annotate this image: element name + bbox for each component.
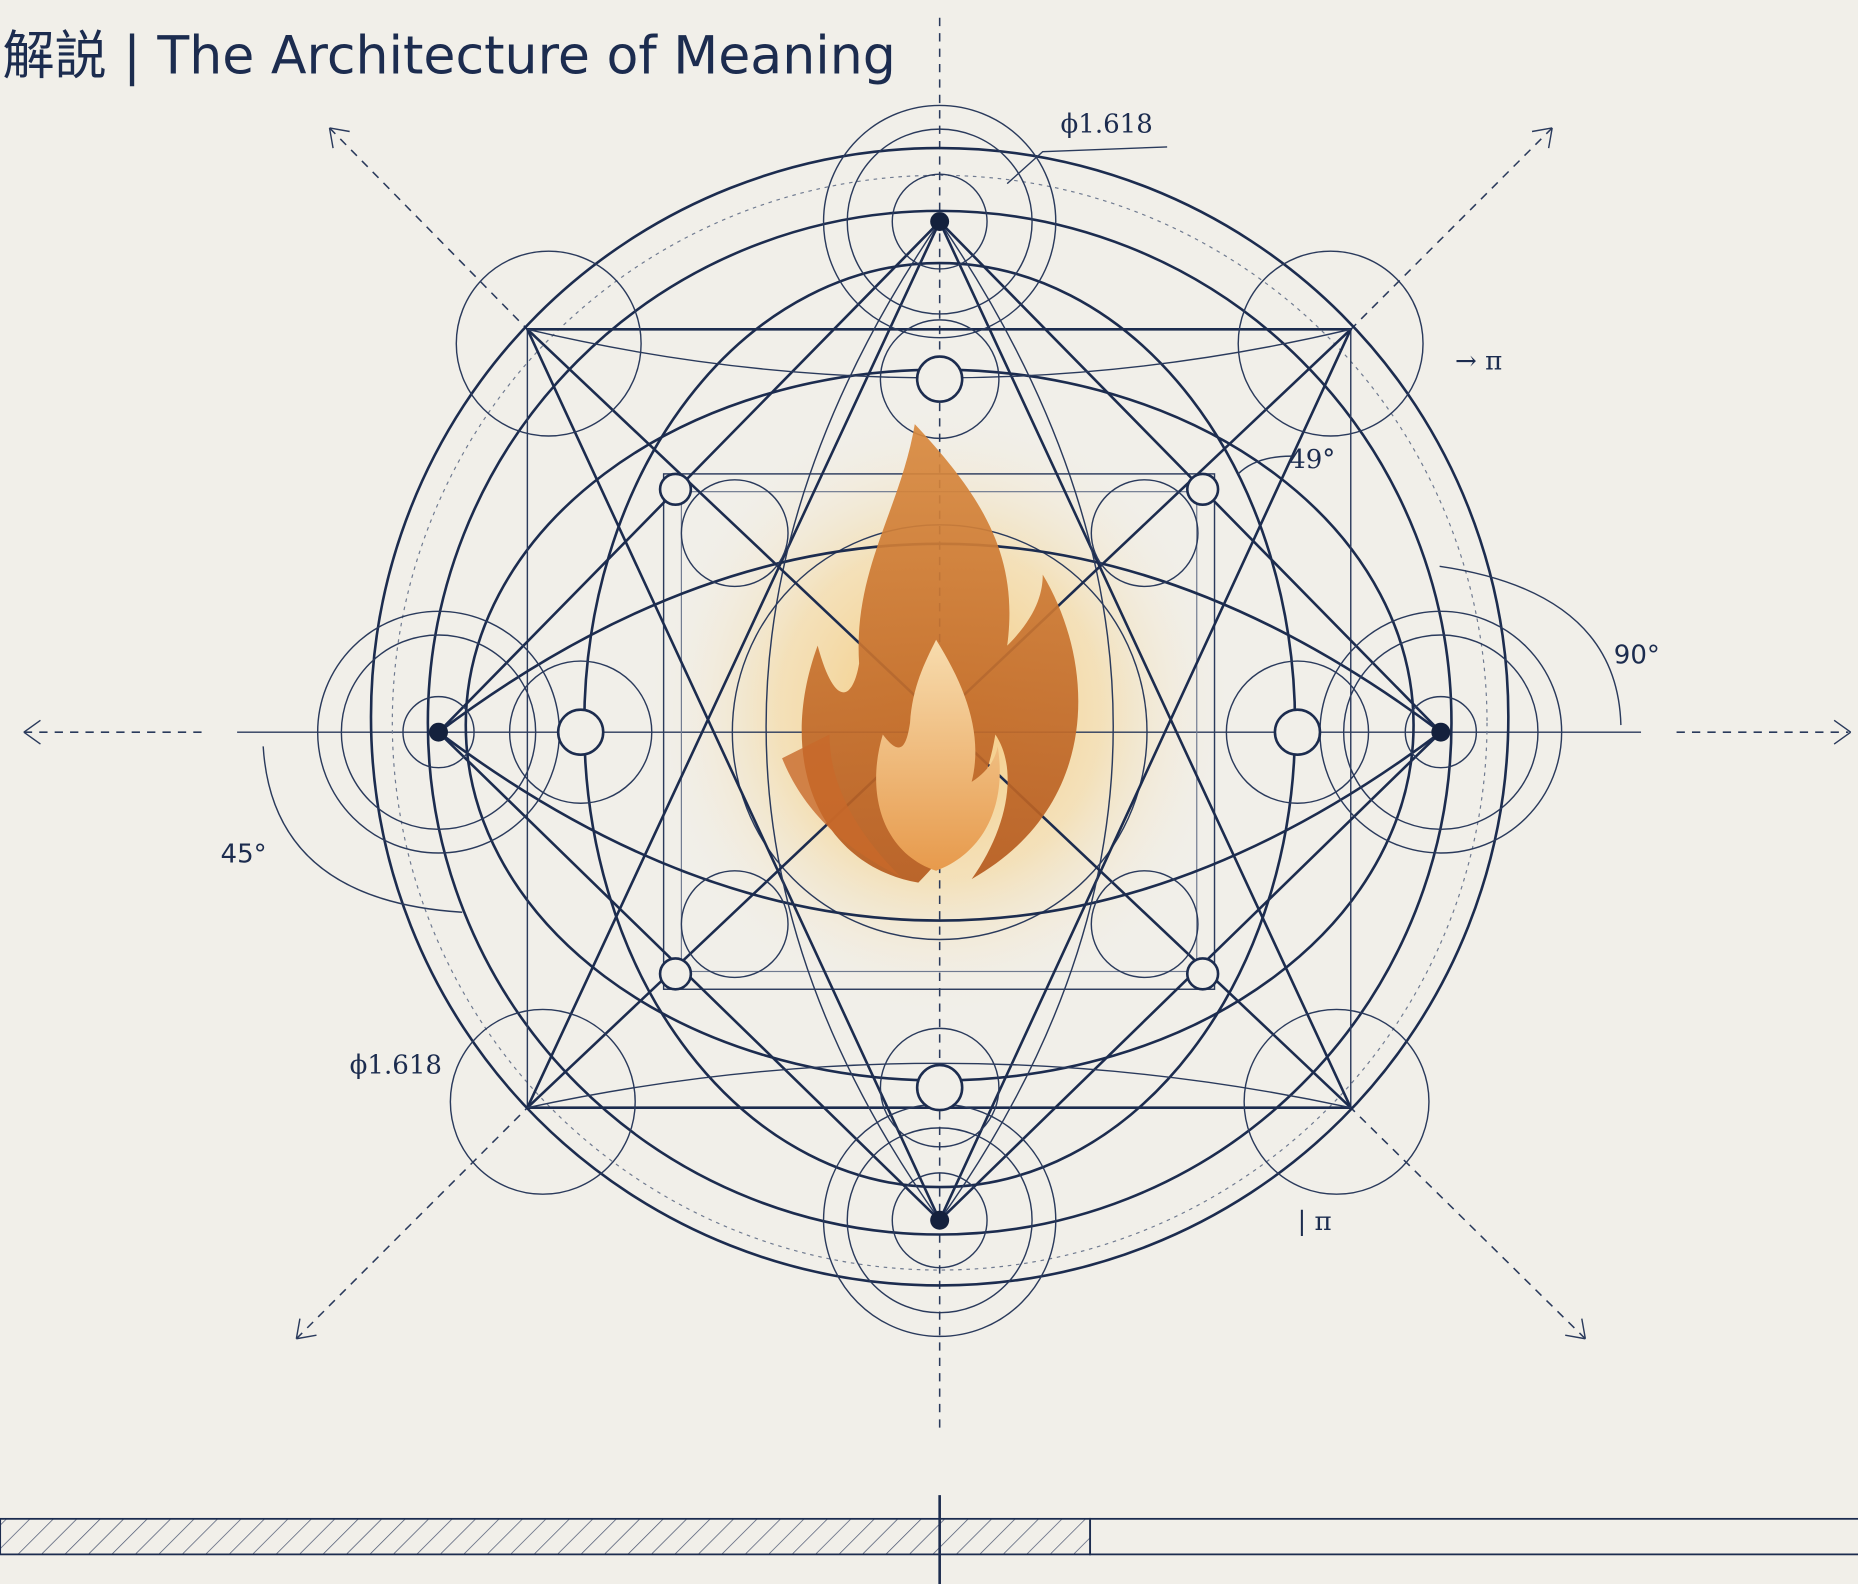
geometry [262, 104, 1622, 1338]
flame [782, 424, 1079, 883]
hatch-bar [0, 1495, 1858, 1584]
title: 解説 | The Architecture of Meaning [3, 26, 896, 86]
pi-label: → π [1455, 347, 1502, 377]
angle-label: 90° [1614, 640, 1660, 670]
axes [23, 17, 1852, 1434]
angle-label: 49° [1289, 445, 1335, 475]
pi-label: | π [1297, 1207, 1331, 1237]
phi-label: ϕ1.618 [350, 1050, 442, 1080]
angle-label: 45° [221, 839, 267, 869]
phi-label: ϕ1.618 [1061, 110, 1153, 140]
